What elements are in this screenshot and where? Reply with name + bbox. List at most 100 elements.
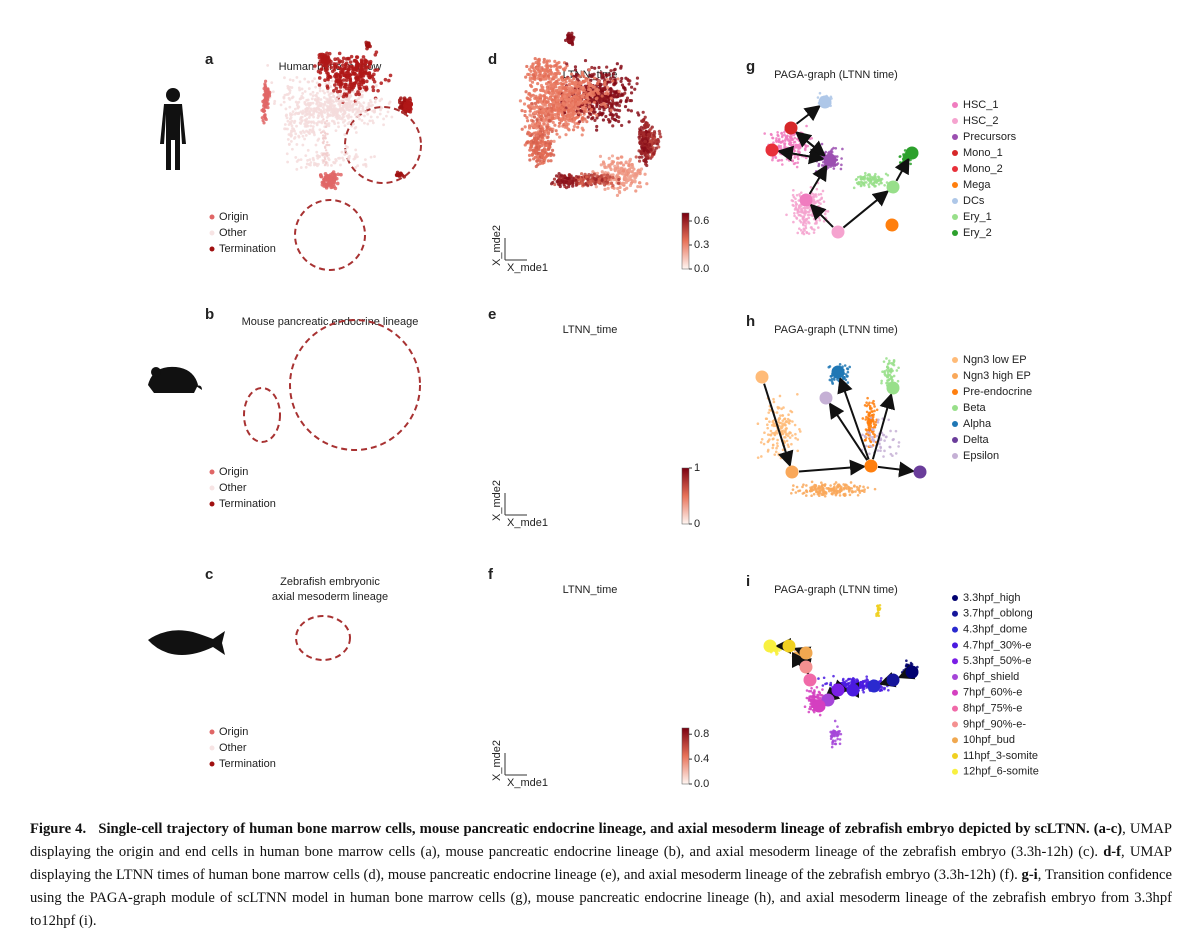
cell-dot: [619, 64, 623, 68]
cell-dot: [862, 182, 865, 186]
cell-dot: [544, 64, 548, 68]
cell-dot: [783, 133, 786, 137]
cell-dot: [313, 64, 317, 68]
cell-dot: [303, 102, 307, 106]
cell-dot: [354, 81, 358, 85]
cell-dot: [875, 408, 879, 412]
cell-dot: [822, 200, 826, 203]
cell-dot: [898, 167, 902, 171]
cell-dot: [541, 127, 545, 131]
cell-dot: [331, 119, 334, 123]
cell-dot: [359, 95, 363, 99]
cell-dot: [354, 65, 359, 70]
cell-dot: [790, 492, 793, 495]
cell-dot: [545, 60, 549, 64]
cell-dot: [402, 174, 406, 179]
cell-dot: [616, 77, 620, 81]
cell-dot: [812, 492, 816, 496]
cell-dot: [624, 180, 628, 184]
cell-dot: [648, 147, 653, 151]
cell-dot: [643, 172, 647, 176]
cell-dot: [623, 86, 627, 90]
cell-dot: [570, 80, 575, 84]
cell-dot: [349, 64, 354, 69]
cell-dot: [771, 136, 775, 140]
cell-dot: [633, 171, 638, 176]
cell-dot: [341, 56, 346, 61]
colorbar-tick-label: 0.4: [694, 753, 709, 765]
cell-dot: [792, 484, 795, 487]
cell-dot: [335, 65, 340, 69]
cell-dot: [317, 83, 322, 87]
cell-dot: [550, 182, 554, 186]
cell-dot: [643, 146, 647, 150]
cell-dot: [627, 168, 632, 172]
cell-dot: [541, 108, 545, 112]
cell-dot: [892, 358, 896, 362]
cell-dot: [357, 86, 362, 91]
cell-dot: [361, 55, 366, 59]
cell-dot: [284, 107, 288, 111]
cell-dot: [785, 419, 788, 423]
cell-dot: [603, 187, 607, 191]
cell-dot: [324, 146, 327, 150]
cell-dot: [796, 146, 800, 149]
cell-dot: [542, 60, 546, 64]
cell-dot: [792, 162, 796, 166]
cell-dot: [388, 100, 392, 104]
cell-dot: [304, 133, 308, 137]
cell-dot: [300, 115, 304, 119]
cell-dot: [369, 100, 373, 104]
legend-label: Ery_2: [963, 227, 992, 239]
cell-dot: [614, 118, 618, 122]
cell-dot: [773, 431, 776, 435]
cell-dot: [613, 164, 617, 168]
cell-dot: [557, 177, 561, 182]
cell-dot: [540, 148, 544, 153]
cell-dot: [527, 153, 532, 157]
cell-dot: [801, 131, 804, 135]
cell-dot: [845, 367, 849, 370]
cell-dot: [652, 152, 656, 156]
cell-dot: [866, 396, 869, 400]
cell-dot: [343, 119, 347, 122]
cell-dot: [657, 145, 661, 149]
cell-dot: [616, 156, 620, 160]
cell-dot: [881, 370, 884, 374]
cell-dot: [779, 147, 783, 150]
cell-dot: [836, 162, 840, 165]
cell-dot: [605, 65, 609, 69]
cell-dot: [338, 72, 342, 77]
cell-dot: [359, 111, 363, 114]
highlight-circle: [295, 615, 351, 661]
cell-dot: [260, 116, 264, 120]
cell-dot: [857, 180, 861, 184]
cell-dot: [322, 141, 325, 145]
cell-dot: [331, 172, 335, 177]
cell-dot: [633, 180, 637, 184]
cell-dot: [776, 444, 779, 448]
cell-dot: [348, 60, 353, 64]
cell-dot: [602, 108, 606, 112]
cell-dot: [324, 134, 327, 138]
cell-dot: [359, 67, 364, 71]
cell-dot: [566, 182, 570, 186]
cell-dot: [399, 172, 404, 177]
cell-dot: [838, 494, 842, 497]
cell-dot: [320, 57, 324, 62]
cell-dot: [520, 109, 524, 113]
cell-dot: [323, 122, 327, 125]
cell-dot: [548, 64, 553, 68]
cell-dot: [535, 100, 540, 104]
cell-dot: [305, 113, 309, 116]
cell-dot: [315, 164, 319, 168]
cell-dot: [801, 215, 805, 219]
cell-dot: [597, 180, 601, 184]
cell-dot: [535, 159, 539, 163]
cell-dot: [582, 112, 586, 116]
cell-dot: [546, 159, 550, 163]
cell-dot: [867, 185, 871, 189]
cell-dot: [613, 67, 617, 71]
cell-dot: [323, 171, 328, 176]
cell-dot: [867, 419, 870, 422]
